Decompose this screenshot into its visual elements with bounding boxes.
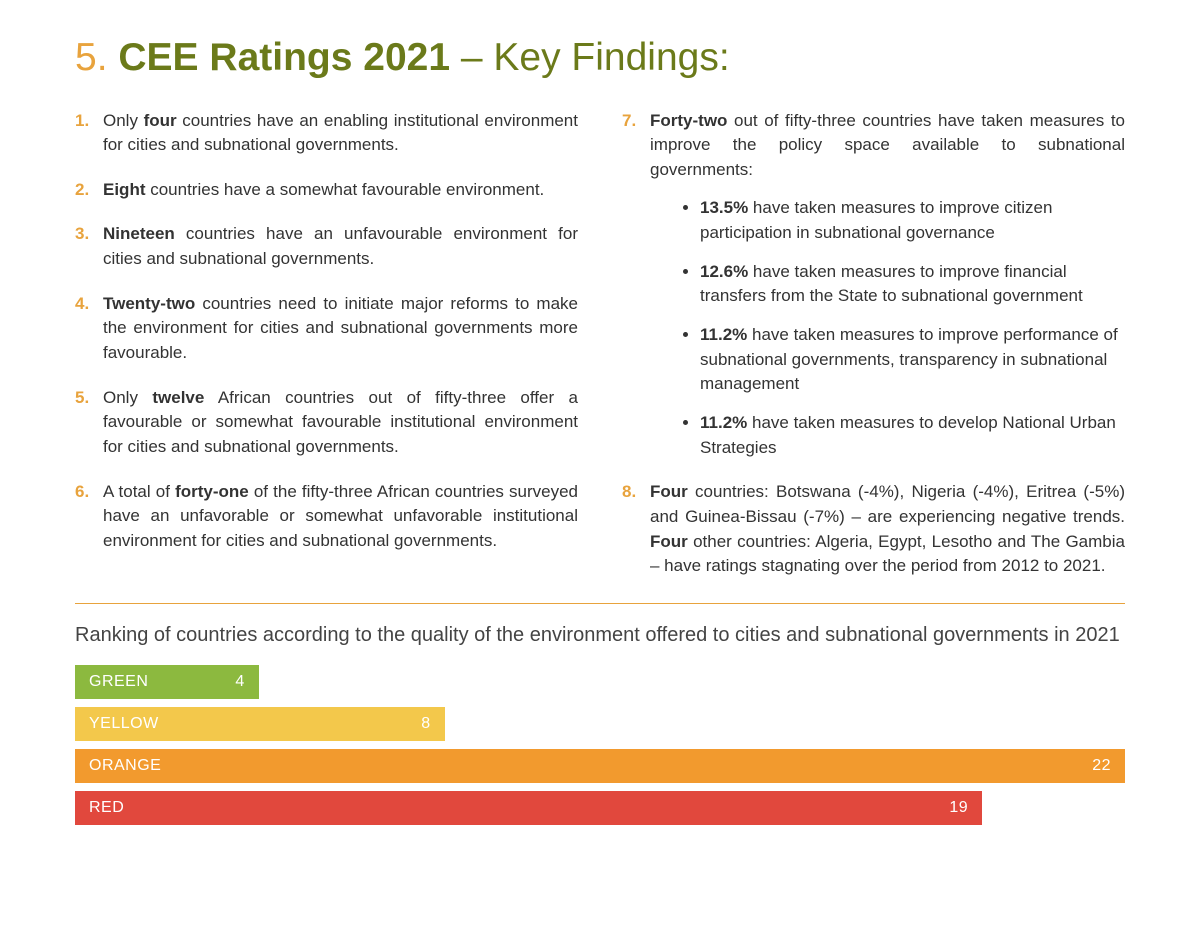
finding-text: Only four countries have an enabling ins… (103, 109, 578, 158)
finding-bullet: 13.5% have taken measures to improve cit… (700, 196, 1125, 245)
finding-bullet: 11.2% have taken measures to develop Nat… (700, 411, 1125, 460)
chart-bar-value: 4 (235, 670, 244, 693)
chart-bar-value: 22 (1092, 754, 1111, 777)
title-section-number: 5. (75, 36, 108, 79)
finding-text: Eight countries have a somewhat favourab… (103, 178, 578, 203)
finding-text: Nineteen countries have an unfavourable … (103, 222, 578, 271)
chart-title: Ranking of countries according to the qu… (75, 622, 1125, 649)
findings-columns: 1.Only four countries have an enabling i… (75, 109, 1125, 579)
finding-bullet: 11.2% have taken measures to improve per… (700, 323, 1125, 397)
finding-item: 2.Eight countries have a somewhat favour… (75, 178, 578, 203)
chart-bar-label: YELLOW (89, 712, 421, 735)
chart-bar-row: ORANGE22 (75, 749, 1125, 783)
chart-bar-label: ORANGE (89, 754, 1092, 777)
finding-number: 1. (75, 109, 103, 158)
ranking-bar-chart: GREEN4 YELLOW8 ORANGE22 RED19 (75, 665, 1125, 825)
chart-bar: YELLOW8 (75, 707, 445, 741)
finding-number: 7. (622, 109, 650, 461)
chart-bar-row: YELLOW8 (75, 707, 1125, 741)
chart-bar-value: 8 (421, 712, 430, 735)
finding-item: 7.Forty-two out of fifty-three countries… (622, 109, 1125, 461)
chart-bar-row: RED19 (75, 791, 1125, 825)
title-rest: – Key Findings: (450, 36, 730, 79)
finding-bullet: 12.6% have taken measures to improve fin… (700, 260, 1125, 309)
finding-number: 8. (622, 480, 650, 579)
page-title: 5. CEE Ratings 2021 – Key Findings: (75, 30, 1125, 87)
finding-item: 1.Only four countries have an enabling i… (75, 109, 578, 158)
finding-number: 4. (75, 292, 103, 366)
finding-number: 3. (75, 222, 103, 271)
finding-text: Only twelve African countries out of fif… (103, 386, 578, 460)
chart-bar: ORANGE22 (75, 749, 1125, 783)
findings-column-left: 1.Only four countries have an enabling i… (75, 109, 578, 579)
finding-item: 6.A total of forty-one of the fifty-thre… (75, 480, 578, 554)
chart-bar-row: GREEN4 (75, 665, 1125, 699)
chart-bar-label: GREEN (89, 670, 235, 693)
finding-item: 8.Four countries: Botswana (-4%), Nigeri… (622, 480, 1125, 579)
finding-item: 5.Only twelve African countries out of f… (75, 386, 578, 460)
finding-item: 4.Twenty-two countries need to initiate … (75, 292, 578, 366)
finding-text: Four countries: Botswana (-4%), Nigeria … (650, 480, 1125, 579)
finding-text: Twenty-two countries need to initiate ma… (103, 292, 578, 366)
finding-number: 2. (75, 178, 103, 203)
title-bold: CEE Ratings 2021 (118, 36, 450, 79)
chart-bar: RED19 (75, 791, 982, 825)
finding-number: 5. (75, 386, 103, 460)
finding-number: 6. (75, 480, 103, 554)
finding-item: 3.Nineteen countries have an unfavourabl… (75, 222, 578, 271)
finding-text: Forty-two out of fifty-three countries h… (650, 109, 1125, 461)
chart-bar: GREEN4 (75, 665, 259, 699)
finding-bullets: 13.5% have taken measures to improve cit… (700, 196, 1125, 460)
chart-bar-value: 19 (949, 796, 968, 819)
findings-column-right: 7.Forty-two out of fifty-three countries… (622, 109, 1125, 579)
finding-text: A total of forty-one of the fifty-three … (103, 480, 578, 554)
finding-lead: Four countries: Botswana (-4%), Nigeria … (650, 480, 1125, 579)
finding-lead: Forty-two out of fifty-three countries h… (650, 109, 1125, 183)
section-divider (75, 603, 1125, 604)
chart-bar-label: RED (89, 796, 949, 819)
